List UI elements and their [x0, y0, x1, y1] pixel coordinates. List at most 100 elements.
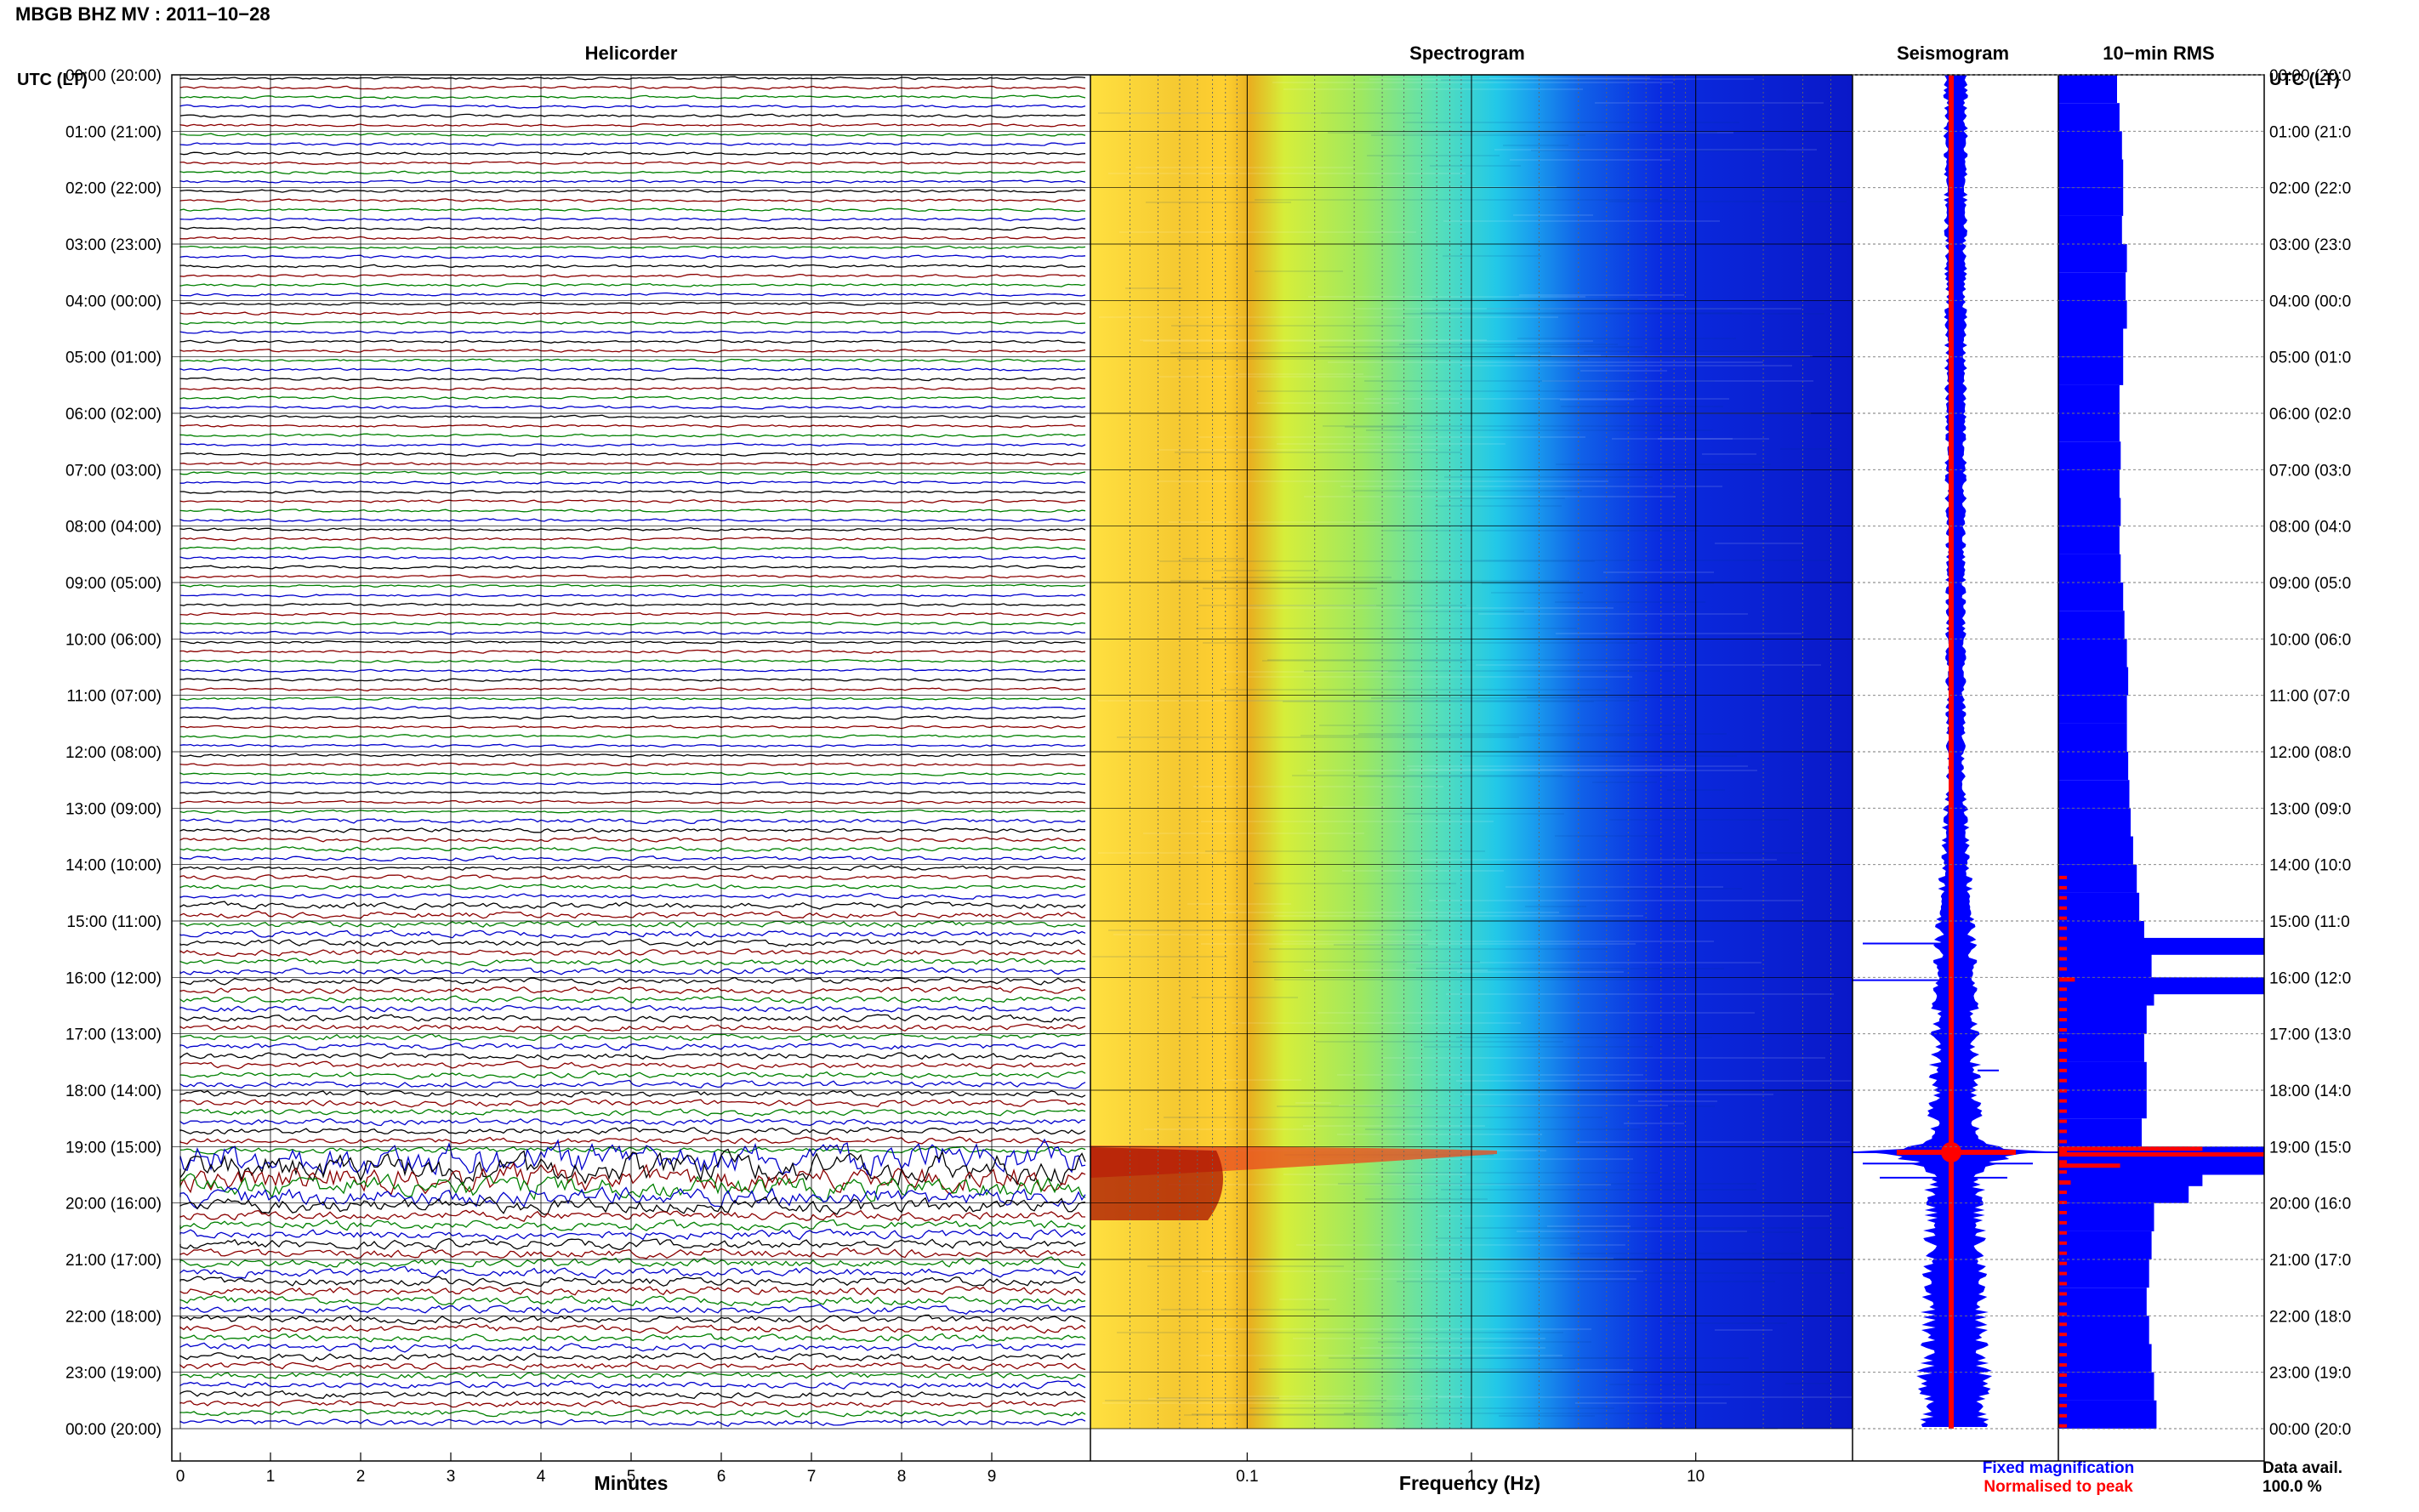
rms-bar: [2058, 1259, 2149, 1288]
spectrogram-noise: [1177, 358, 1588, 360]
spectrogram-noise: [1155, 449, 1438, 451]
spectrogram-noise: [1303, 1125, 1485, 1127]
spectrogram-noise: [1551, 355, 1810, 357]
rms-normalised-tick: [2058, 1018, 2067, 1022]
spectrogram-noise: [1404, 313, 1824, 315]
spectrogram-noise: [1505, 886, 1723, 888]
spectrogram-noise: [1193, 786, 1443, 787]
rms-bar: [2058, 469, 2120, 498]
rms-normalised-tick: [2058, 1068, 2067, 1072]
rms-normalised-tick: [2058, 1383, 2067, 1387]
helicorder-trace: [179, 565, 1086, 570]
spectrogram-noise: [1515, 355, 1601, 356]
spectrogram-noise: [1352, 490, 1582, 492]
helicorder-trace: [179, 1127, 1086, 1135]
helicorder-trace: [179, 1079, 1086, 1089]
left-time-label: 18:00 (14:00): [65, 1083, 162, 1100]
left-time-label: 07:00 (03:00): [65, 462, 162, 480]
helicorder-tick-label: 1: [266, 1468, 276, 1486]
spectrogram-noise: [1441, 1189, 1756, 1191]
helicorder-trace: [179, 367, 1086, 372]
spectrogram-noise: [1249, 1407, 1614, 1409]
rms-bar: [2058, 554, 2121, 583]
spectrogram-noise: [1561, 406, 1723, 407]
spectrogram-noise: [1170, 352, 1551, 354]
helicorder-trace: [179, 1294, 1086, 1307]
spectrogram-noise: [1108, 929, 1431, 931]
spectrogram-noise: [1367, 155, 1500, 156]
rms-normalised-tick: [2058, 946, 2067, 951]
rms-bar: [2058, 215, 2122, 244]
spectrogram-noise: [1437, 1215, 1830, 1217]
data-availability-value: 100.0 %: [2262, 1478, 2322, 1496]
helicorder-trace: [179, 593, 1086, 598]
spectrogram-noise: [1301, 735, 1662, 736]
helicorder-trace: [179, 405, 1086, 410]
rms-bar: [2058, 272, 2126, 301]
spectrogram-noise: [1119, 231, 1416, 233]
spectrogram-noise: [1161, 1309, 1329, 1310]
helicorder-tick-label: 2: [356, 1468, 366, 1486]
spectrogram-noise: [1198, 605, 1466, 606]
spectrogram-noise: [1465, 1227, 1844, 1229]
spectrogram-noise: [1339, 1105, 1668, 1106]
spectrogram-noise: [1232, 1022, 1521, 1024]
helicorder-trace: [179, 706, 1086, 711]
spectrogram-noise: [1316, 1041, 1563, 1043]
spectrogram-noise: [1680, 1231, 1801, 1233]
helicorder-trace: [179, 649, 1086, 654]
rms-normalised-tick: [2058, 1089, 2067, 1093]
helicorder-tick-label: 7: [807, 1468, 817, 1486]
helicorder-trace: [179, 490, 1085, 494]
helicorder-trace: [179, 640, 1086, 645]
helicorder-trace: [179, 799, 1086, 804]
rms-normalised-tick: [2058, 1302, 2067, 1306]
rms-bar: [2058, 384, 2120, 413]
spectrogram-noise: [1201, 943, 1636, 945]
helicorder-trace: [179, 254, 1086, 259]
spectrogram-noise: [1624, 1123, 1684, 1124]
spectrogram-noise: [1525, 906, 1586, 907]
helicorder-trace: [179, 771, 1086, 776]
helicorder-trace: [179, 518, 1086, 522]
spectrogram-noise: [1624, 888, 1742, 890]
spectrogram-noise: [1364, 380, 1715, 382]
spectrogram-noise: [1420, 859, 1777, 861]
spectrogram-noise: [1435, 505, 1562, 507]
spectrogram-noise: [1108, 173, 1466, 174]
helicorder-trace: [179, 170, 1086, 175]
helicorder-trace: [179, 1237, 1086, 1251]
spectrogram-noise: [1156, 1397, 1279, 1399]
spectrogram-noise: [1658, 438, 1733, 440]
rms-normalised-tick: [2058, 1201, 2067, 1204]
spectrogram-noise: [1202, 1270, 1643, 1272]
spectrogram-noise: [1510, 159, 1671, 161]
left-time-label: 14:00 (10:00): [65, 857, 162, 875]
helicorder-trace: [179, 1032, 1086, 1042]
rms-normalised-tick: [2058, 1038, 2067, 1042]
helicorder-tick-label: 5: [627, 1468, 636, 1486]
spectrogram-noise: [1438, 1396, 1852, 1398]
spectrogram-noise: [1255, 270, 1343, 272]
spectrogram-noise: [1499, 1415, 1595, 1417]
spectrogram-noise: [1638, 1100, 1717, 1102]
spectrogram-noise: [1715, 543, 1803, 544]
panel-frames: [171, 74, 2265, 1462]
left-time-label: 02:00 (22:00): [65, 180, 162, 198]
rms-bar-peak: [2058, 977, 2264, 995]
helicorder-trace: [179, 433, 1086, 438]
helicorder-trace: [179, 358, 1086, 363]
spectrogram-noise: [1319, 725, 1683, 726]
helicorder-trace: [179, 320, 1086, 325]
left-time-label: 20:00 (16:00): [65, 1196, 162, 1214]
rms-bar: [2058, 667, 2129, 696]
helicorder-trace: [179, 1256, 1086, 1269]
spectrogram-noise: [1337, 1074, 1643, 1076]
left-time-label: 11:00 (07:00): [66, 688, 162, 706]
rms-normalised-tick: [2058, 1150, 2067, 1154]
helicorder-trace: [179, 198, 1086, 203]
helicorder-xlabel: Minutes: [595, 1472, 669, 1494]
left-axis-header: UTC (LT): [17, 71, 88, 89]
spectrogram-noise: [1105, 1400, 1386, 1401]
spectrogram-noise: [1125, 287, 1182, 289]
